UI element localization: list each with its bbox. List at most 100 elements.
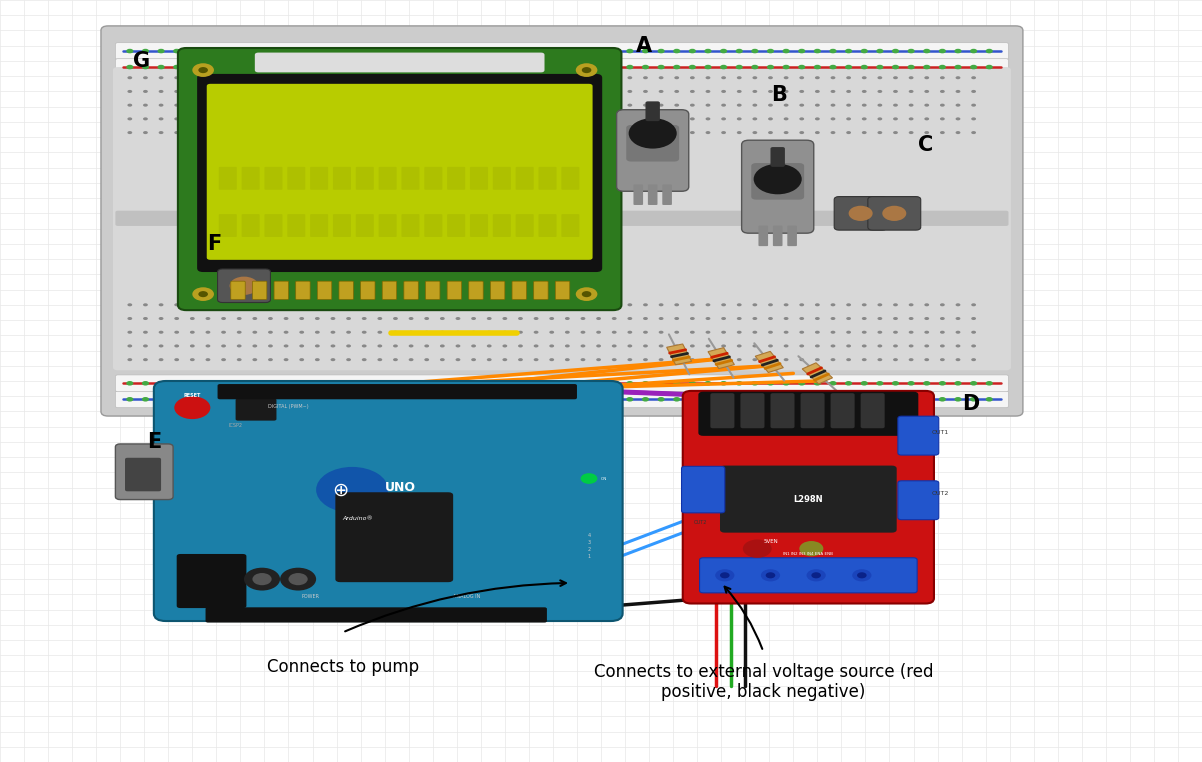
Circle shape [908, 381, 915, 386]
Circle shape [643, 131, 648, 134]
Circle shape [532, 65, 540, 69]
Circle shape [627, 104, 632, 107]
Text: POWER: POWER [302, 594, 319, 599]
Circle shape [565, 331, 570, 334]
Circle shape [909, 104, 914, 107]
Circle shape [204, 65, 212, 69]
Circle shape [909, 344, 914, 347]
Circle shape [768, 317, 773, 320]
Circle shape [862, 117, 867, 120]
Circle shape [268, 117, 273, 120]
Circle shape [423, 381, 430, 386]
FancyBboxPatch shape [683, 391, 934, 604]
Circle shape [892, 49, 899, 53]
Circle shape [721, 76, 726, 79]
Circle shape [362, 76, 367, 79]
Circle shape [768, 90, 773, 93]
Circle shape [876, 49, 883, 53]
Circle shape [611, 397, 618, 402]
Circle shape [831, 117, 835, 120]
Circle shape [299, 331, 304, 334]
FancyBboxPatch shape [382, 281, 397, 299]
Circle shape [752, 90, 757, 93]
Circle shape [315, 104, 320, 107]
Circle shape [909, 331, 914, 334]
Circle shape [314, 397, 321, 402]
Circle shape [893, 104, 898, 107]
Circle shape [456, 331, 460, 334]
Circle shape [923, 65, 930, 69]
Circle shape [331, 358, 335, 361]
Circle shape [564, 65, 571, 69]
Text: ON: ON [601, 476, 607, 481]
Circle shape [690, 344, 695, 347]
Circle shape [392, 49, 399, 53]
Circle shape [501, 65, 508, 69]
Circle shape [534, 117, 538, 120]
Circle shape [127, 344, 132, 347]
Circle shape [315, 344, 320, 347]
Circle shape [657, 49, 665, 53]
Circle shape [767, 381, 774, 386]
FancyBboxPatch shape [361, 281, 375, 299]
Circle shape [564, 49, 571, 53]
Circle shape [893, 90, 898, 93]
Circle shape [626, 397, 633, 402]
Circle shape [986, 381, 993, 386]
Circle shape [893, 303, 898, 306]
Circle shape [581, 358, 585, 361]
Circle shape [362, 317, 367, 320]
Circle shape [407, 397, 415, 402]
Circle shape [720, 49, 727, 53]
Circle shape [206, 131, 210, 134]
Circle shape [532, 381, 540, 386]
Circle shape [704, 49, 712, 53]
Circle shape [502, 76, 507, 79]
Circle shape [814, 397, 821, 402]
Circle shape [548, 49, 555, 53]
Circle shape [565, 358, 570, 361]
Circle shape [909, 131, 914, 134]
Circle shape [751, 397, 758, 402]
Circle shape [971, 303, 976, 306]
Circle shape [127, 131, 132, 134]
Circle shape [440, 358, 445, 361]
Circle shape [766, 572, 775, 578]
Circle shape [471, 317, 476, 320]
Circle shape [534, 358, 538, 361]
Circle shape [534, 317, 538, 320]
Circle shape [189, 381, 196, 386]
Circle shape [424, 131, 429, 134]
Circle shape [643, 358, 648, 361]
Circle shape [581, 90, 585, 93]
Circle shape [924, 358, 929, 361]
Circle shape [315, 303, 320, 306]
Circle shape [549, 331, 554, 334]
Circle shape [518, 358, 523, 361]
Circle shape [720, 65, 727, 69]
Circle shape [440, 331, 445, 334]
Circle shape [284, 358, 288, 361]
Circle shape [657, 397, 665, 402]
Circle shape [486, 65, 493, 69]
Circle shape [596, 331, 601, 334]
Circle shape [831, 317, 835, 320]
FancyBboxPatch shape [125, 458, 161, 491]
Circle shape [206, 317, 210, 320]
FancyBboxPatch shape [561, 167, 579, 190]
Circle shape [221, 117, 226, 120]
Circle shape [346, 303, 351, 306]
Circle shape [220, 397, 227, 402]
Circle shape [799, 344, 804, 347]
Circle shape [815, 117, 820, 120]
Circle shape [143, 344, 148, 347]
Circle shape [736, 397, 743, 402]
Circle shape [721, 331, 726, 334]
Circle shape [846, 331, 851, 334]
Text: 4
3
2
1: 4 3 2 1 [588, 533, 590, 559]
Text: ANALOG IN: ANALOG IN [453, 594, 480, 599]
Circle shape [674, 344, 679, 347]
Circle shape [424, 344, 429, 347]
Circle shape [362, 131, 367, 134]
Circle shape [532, 397, 540, 402]
